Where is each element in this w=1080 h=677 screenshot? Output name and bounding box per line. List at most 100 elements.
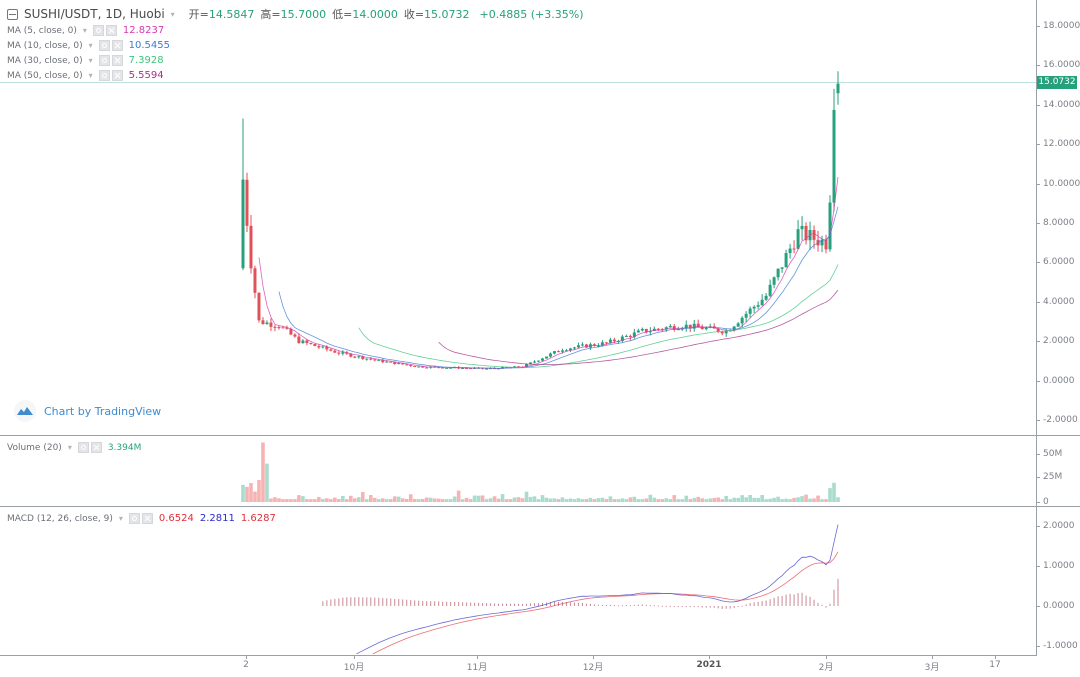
y-axis-label: 25M [1043,472,1063,482]
ma30-legend: MA (30, close, 0) ▾ 7.3928 [7,55,164,66]
close-icon[interactable] [111,70,123,81]
ma50-value: 5.5594 [128,70,164,81]
y-axis-label: -1.0000 [1043,641,1078,651]
y-axis-label: 0.0000 [1043,375,1075,386]
y-axis-label: 2.0000 [1043,521,1075,531]
y-axis-label: 0.0000 [1043,601,1075,611]
chevron-down-icon[interactable]: ▾ [88,56,93,65]
volume-chart[interactable] [0,436,1036,506]
y-axis-label: 16.0000 [1043,60,1080,71]
close-icon[interactable] [105,25,117,36]
x-axis-label: 11月 [466,663,488,673]
price-change: +0.4885 (+3.35%) [479,7,584,21]
close-icon[interactable] [111,55,123,66]
macd-legend: MACD (12, 26, close, 9) ▾ 0.6524 2.2811 1… [7,513,276,524]
settings-icon[interactable] [92,25,104,36]
chevron-down-icon[interactable]: ▾ [88,41,93,50]
y-axis-label: -2.0000 [1043,414,1078,425]
chevron-down-icon[interactable]: ▾ [170,9,175,19]
x-axis-label: 17 [989,660,1001,670]
symbol-title[interactable]: SUSHI/USDT, 1D, Huobi [24,7,165,21]
y-axis-label: 14.0000 [1043,99,1080,110]
y-axis-label: 8.0000 [1043,217,1075,228]
ohlc-high: 高=15.7000 [260,8,327,21]
y-axis-label: 10.0000 [1043,178,1080,189]
price-axis-line [1036,0,1037,655]
ma10-legend: MA (10, close, 0) ▾ 10.5455 [7,40,170,51]
chevron-down-icon[interactable]: ▾ [67,443,72,452]
x-axis-label: 2021 [696,660,722,670]
pane-separator[interactable] [0,435,1080,436]
y-tick [1036,183,1040,185]
pane-separator[interactable] [0,506,1080,507]
macd-hist-value: 0.6524 [158,513,194,524]
ma30-label[interactable]: MA (30, close, 0) [7,55,83,66]
y-tick [1036,25,1040,27]
macd-chart[interactable] [0,507,1036,654]
x-tick [995,655,996,659]
y-tick [1036,526,1040,527]
x-tick [709,655,710,659]
macd-line-value: 2.2811 [199,513,235,524]
close-icon[interactable] [111,40,123,51]
y-axis-label: 6.0000 [1043,257,1075,268]
time-axis-line [0,655,1037,656]
settings-icon[interactable] [77,442,89,453]
ohlc-open: 开=14.5847 [188,8,255,21]
x-tick [593,655,594,659]
ohlc-close: 收=15.0732 [403,8,470,21]
volume-value: 3.394M [107,442,142,453]
x-tick [477,655,478,659]
macd-label[interactable]: MACD (12, 26, close, 9) [7,513,113,524]
x-axis-label: 10月 [343,663,365,673]
settings-icon[interactable] [98,40,110,51]
y-tick [1036,104,1040,106]
y-tick [1036,222,1040,224]
y-tick [1036,65,1040,67]
settings-icon[interactable] [98,55,110,66]
x-tick [826,655,827,659]
ma5-value: 12.8237 [122,25,165,36]
y-tick [1036,262,1040,264]
x-axis-label: 12月 [582,663,604,673]
y-axis-label: 18.0000 [1043,20,1080,31]
y-axis-label: 12.0000 [1043,139,1080,150]
tradingview-logo-icon [14,400,36,422]
settings-icon[interactable] [128,513,140,524]
y-tick [1036,341,1040,343]
x-axis-label: 2 [243,660,249,670]
volume-label[interactable]: Volume (20) [7,442,62,453]
ma5-label[interactable]: MA (5, close, 0) [7,25,77,36]
x-axis-label: 3月 [924,663,940,673]
close-icon[interactable] [141,513,153,524]
chevron-down-icon[interactable]: ▾ [88,71,93,80]
ma50-legend: MA (50, close, 0) ▾ 5.5594 [7,70,164,81]
y-tick [1036,454,1040,455]
ma50-label[interactable]: MA (50, close, 0) [7,70,83,81]
y-tick [1036,606,1040,607]
close-icon[interactable] [90,442,102,453]
x-tick [932,655,933,659]
settings-icon[interactable] [98,70,110,81]
volume-legend: Volume (20) ▾ 3.394M [7,442,141,453]
tradingview-branding[interactable]: Chart by TradingView [14,400,161,422]
main-legend: SUSHI/USDT, 1D, Huobi ▾ 开=14.5847 高=15.7… [7,6,584,22]
y-axis-label: 4.0000 [1043,296,1075,307]
collapse-icon[interactable] [7,8,18,20]
y-tick [1036,380,1040,382]
candlestick-chart[interactable] [0,0,1036,435]
y-tick [1036,566,1040,567]
y-axis-label: 1.0000 [1043,561,1075,571]
chevron-down-icon[interactable]: ▾ [118,514,123,523]
y-tick [1036,301,1040,303]
y-tick [1036,502,1040,503]
y-tick [1036,646,1040,647]
y-axis-label: 0 [1043,497,1049,507]
last-price-badge: 15.0732 [1037,76,1077,89]
x-tick [354,655,355,659]
ma10-label[interactable]: MA (10, close, 0) [7,40,83,51]
macd-signal-value: 1.6287 [240,513,276,524]
chevron-down-icon[interactable]: ▾ [82,26,87,35]
ma10-value: 10.5455 [128,40,170,51]
ma30-value: 7.3928 [128,55,164,66]
